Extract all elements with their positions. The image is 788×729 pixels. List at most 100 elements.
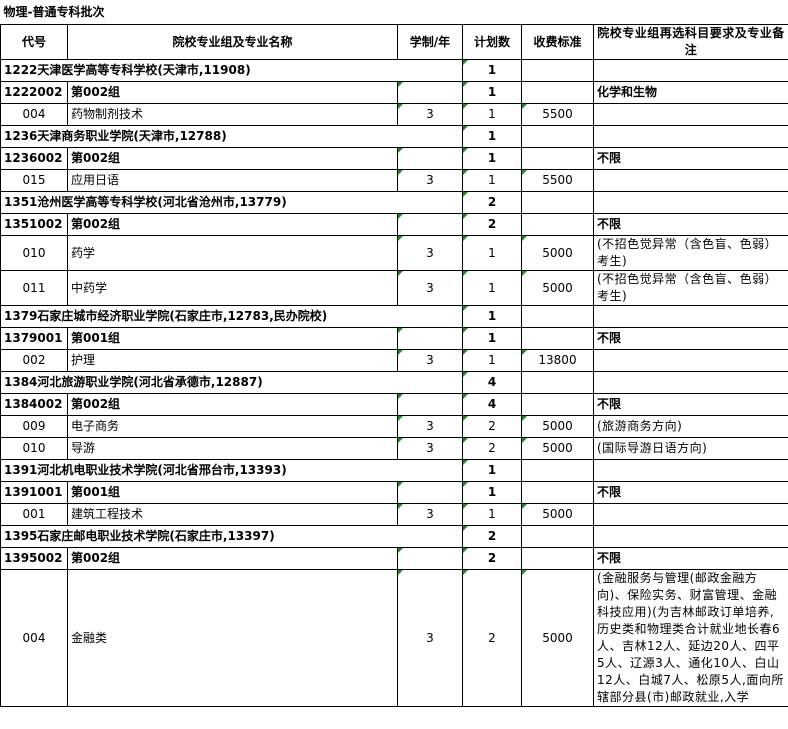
years-cell: [397, 547, 463, 570]
table-body: 物理-普通专科批次 代号 院校专业组及专业名称 学制/年 计划数 收费标准 院校专业组再选…: [0, 0, 788, 707]
major-row: 004 药物制剂技术 3 1 5500: [0, 103, 788, 126]
group-name: 第002组: [67, 393, 398, 416]
school-name: 1351沧州医学高等专科学校(河北省沧州市,13779): [0, 191, 463, 214]
plan-cell: 1: [462, 481, 522, 504]
plan-cell: 1: [462, 81, 522, 104]
school-row: 1391河北机电职业技术学院(河北省邢台市,13393) 1: [0, 459, 788, 482]
years-cell: [397, 393, 463, 416]
years-cell: 3: [397, 349, 463, 372]
group-code: 1379001: [0, 327, 68, 350]
group-code: 1222002: [0, 81, 68, 104]
major-row: 010 导游 3 2 5000 (国际导游日语方向): [0, 437, 788, 460]
fee-cell: 5000: [521, 415, 594, 438]
note-cell: (不招色觉异常（含色盲、色弱）考生): [592, 235, 788, 271]
years-cell: 3: [397, 415, 463, 438]
major-row: 001 建筑工程技术 3 1 5000: [0, 503, 788, 526]
years-cell: [397, 481, 463, 504]
header-cell: 代号: [0, 24, 68, 60]
group-row: 1384002 第002组 4 不限: [0, 393, 788, 416]
note-cell: 不限: [592, 547, 788, 570]
group-code: 1236002: [0, 147, 68, 170]
major-row: 009 电子商务 3 2 5000 (旅游商务方向): [0, 415, 788, 438]
years-cell: [397, 327, 463, 350]
fee-cell: [521, 459, 594, 482]
note-cell: [592, 125, 788, 148]
school-name: 1395石家庄邮电职业技术学院(石家庄市,13397): [0, 525, 463, 548]
note-cell: 不限: [592, 327, 788, 350]
school-name: 1222天津医学高等专科学校(天津市,11908): [0, 59, 463, 82]
major-name: 药学: [67, 235, 398, 271]
major-row: 010 药学 3 1 5000 (不招色觉异常（含色盲、色弱）考生): [0, 235, 788, 271]
note-cell: [592, 191, 788, 214]
fee-cell: 13800: [521, 349, 594, 372]
group-row: 1379001 第001组 1 不限: [0, 327, 788, 350]
school-row: 1222天津医学高等专科学校(天津市,11908) 1: [0, 59, 788, 82]
fee-cell: [521, 327, 594, 350]
major-name: 导游: [67, 437, 398, 460]
title-row: 物理-普通专科批次: [0, 0, 788, 25]
major-name: 应用日语: [67, 169, 398, 192]
fee-cell: [521, 371, 594, 394]
years-cell: 3: [397, 169, 463, 192]
school-name: 1391河北机电职业技术学院(河北省邢台市,13393): [0, 459, 463, 482]
note-cell: [592, 503, 788, 526]
note-cell: 化学和生物: [592, 81, 788, 104]
note-cell: 不限: [592, 213, 788, 236]
note-cell: [592, 371, 788, 394]
major-code: 011: [0, 270, 68, 306]
major-code: 002: [0, 349, 68, 372]
plan-cell: 2: [462, 547, 522, 570]
years-cell: 3: [397, 103, 463, 126]
school-row: 1236天津商务职业学院(天津市,12788) 1: [0, 125, 788, 148]
plan-cell: 4: [462, 371, 522, 394]
header-row: 代号 院校专业组及专业名称 学制/年 计划数 收费标准 院校专业组再选科目要求及专业备注: [0, 24, 788, 60]
note-cell: (旅游商务方向): [592, 415, 788, 438]
school-row: 1384河北旅游职业学院(河北省承德市,12887) 4: [0, 371, 788, 394]
group-row: 1395002 第002组 2 不限: [0, 547, 788, 570]
group-name: 第001组: [67, 327, 398, 350]
fee-cell: [521, 481, 594, 504]
note-cell: [592, 59, 788, 82]
fee-cell: [521, 213, 594, 236]
plan-cell: 2: [462, 191, 522, 214]
plan-cell: 1: [462, 169, 522, 192]
fee-cell: 5000: [521, 235, 594, 271]
fee-cell: 5000: [521, 437, 594, 460]
plan-cell: 2: [462, 569, 522, 707]
plan-cell: 4: [462, 393, 522, 416]
group-code: 1395002: [0, 547, 68, 570]
school-name: 1236天津商务职业学院(天津市,12788): [0, 125, 463, 148]
note-cell: [592, 305, 788, 328]
fee-cell: [521, 191, 594, 214]
years-cell: 3: [397, 270, 463, 306]
group-name: 第002组: [67, 213, 398, 236]
years-cell: 3: [397, 235, 463, 271]
school-row: 1395石家庄邮电职业技术学院(石家庄市,13397) 2: [0, 525, 788, 548]
sheet-table: 物理-普通专科批次 代号 院校专业组及专业名称 学制/年 计划数 收费标准 院校专业组再选…: [0, 0, 788, 707]
note-cell: (国际导游日语方向): [592, 437, 788, 460]
plan-cell: 1: [462, 327, 522, 350]
plan-cell: 1: [462, 235, 522, 271]
plan-cell: 2: [462, 415, 522, 438]
fee-cell: [521, 305, 594, 328]
note-cell: (金融服务与管理(邮政金融方向)、保险实务、财富管理、金融科技应用)(为吉林邮政…: [592, 569, 788, 707]
school-row: 1351沧州医学高等专科学校(河北省沧州市,13779) 2: [0, 191, 788, 214]
plan-cell: 1: [462, 103, 522, 126]
plan-cell: 1: [462, 305, 522, 328]
sheet-title: 物理-普通专科批次: [0, 0, 788, 25]
plan-cell: 1: [462, 59, 522, 82]
major-code: 015: [0, 169, 68, 192]
plan-cell: 1: [462, 459, 522, 482]
note-cell: (不招色觉异常（含色盲、色弱）考生): [592, 270, 788, 306]
plan-cell: 1: [462, 270, 522, 306]
years-cell: [397, 81, 463, 104]
note-cell: 不限: [592, 147, 788, 170]
fee-cell: [521, 525, 594, 548]
header-cell: 计划数: [462, 24, 522, 60]
years-cell: [397, 213, 463, 236]
group-name: 第002组: [67, 547, 398, 570]
group-name: 第002组: [67, 81, 398, 104]
plan-cell: 2: [462, 213, 522, 236]
note-cell: [592, 103, 788, 126]
